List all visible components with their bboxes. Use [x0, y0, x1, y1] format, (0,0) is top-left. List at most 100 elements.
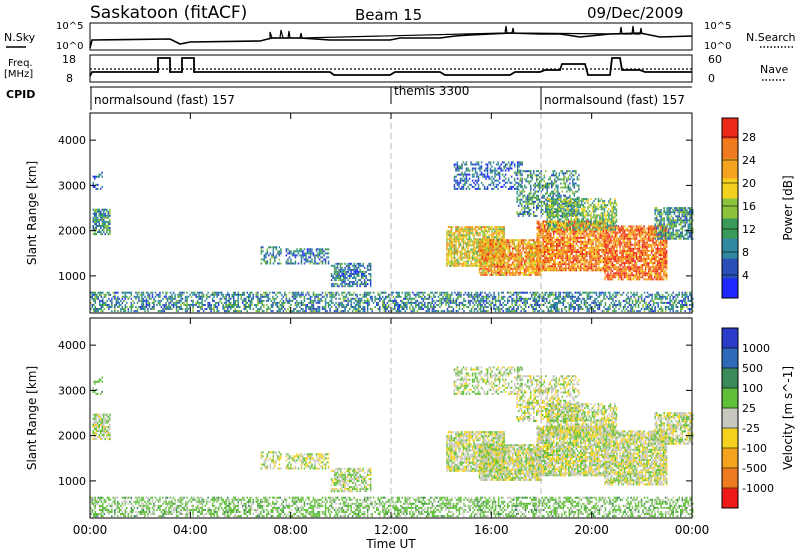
power-cell [462, 262, 465, 265]
power-cell [278, 254, 281, 257]
power-cell [522, 273, 524, 276]
power-cell [329, 293, 331, 296]
power-cell [109, 306, 112, 308]
power-cell [458, 256, 460, 259]
power-cell [533, 261, 535, 264]
power-cell [465, 244, 468, 247]
power-cell [529, 304, 531, 306]
power-cell [510, 239, 512, 242]
power-cell [544, 228, 546, 231]
power-cell [424, 306, 426, 308]
power-cell [418, 306, 420, 308]
power-cell [363, 273, 366, 275]
power-cell [120, 310, 122, 313]
power-cell [539, 257, 541, 260]
power-cell [406, 304, 408, 306]
power-cell [669, 310, 671, 313]
power-cell [216, 308, 218, 310]
power-cell [166, 299, 169, 302]
power-cell [493, 257, 496, 260]
power-cell [300, 254, 303, 257]
power-cell [394, 299, 396, 302]
power-cell [297, 291, 300, 294]
power-cell [610, 301, 613, 304]
power-cell [117, 310, 119, 313]
power-cell [534, 249, 536, 252]
power-cell [269, 252, 272, 255]
power-cell [593, 265, 596, 268]
power-cell [493, 308, 495, 310]
power-cell [525, 247, 527, 250]
power-cell [93, 308, 95, 310]
power-cell [109, 212, 111, 215]
power-cell [478, 301, 480, 304]
power-cell [471, 234, 474, 237]
power-cell [544, 297, 546, 300]
power-cell [97, 231, 99, 234]
power-cell [341, 281, 343, 284]
power-cell [630, 297, 632, 300]
power-cell [551, 244, 553, 247]
power-cell [404, 304, 406, 306]
power-cell [311, 252, 313, 255]
power-cell [523, 271, 526, 274]
power-cell [388, 304, 390, 306]
power-cell [542, 242, 544, 245]
power-cell [303, 252, 306, 255]
power-cell [112, 291, 115, 294]
power-cell [305, 252, 307, 255]
power-cell [547, 232, 549, 235]
power-cell [597, 306, 599, 308]
power-cell [291, 252, 294, 255]
power-cell [570, 304, 572, 306]
power-cell [115, 299, 118, 302]
power-cell [109, 210, 111, 213]
power-cell [456, 236, 459, 239]
power-cell [573, 295, 575, 298]
power-cell [551, 263, 553, 266]
power-cell [467, 242, 469, 245]
power-cell [551, 242, 553, 245]
power-cell [275, 304, 277, 306]
power-cell [580, 232, 582, 235]
power-cell [461, 240, 463, 243]
power-cell [568, 246, 570, 249]
power-cell [474, 252, 477, 255]
power-cell [309, 295, 312, 298]
power-cell [544, 291, 546, 294]
power-cell [489, 265, 491, 268]
power-cell [288, 310, 291, 313]
power-cell [166, 306, 169, 308]
power-cell [592, 263, 594, 266]
power-cell [490, 253, 493, 256]
power-cell [98, 231, 100, 234]
power-cell [97, 220, 99, 223]
power-cell [588, 310, 590, 313]
power-cell [452, 297, 455, 300]
power-cell [320, 248, 322, 251]
power-cell [530, 247, 532, 250]
power-cell [300, 258, 303, 261]
power-cell [198, 301, 200, 304]
power-cell [533, 267, 535, 270]
power-cell [339, 266, 342, 269]
power-cell [551, 259, 553, 262]
power-cell [480, 267, 482, 270]
power-cell [214, 304, 217, 306]
power-cell [407, 299, 410, 302]
power-cell [683, 306, 685, 308]
power-cell [412, 291, 414, 294]
power-cell [267, 299, 270, 302]
power-cell [538, 249, 540, 251]
power-cell [430, 301, 432, 304]
power-cell [474, 256, 477, 259]
power-cell [548, 267, 550, 270]
power-cell [324, 299, 327, 302]
power-cell [592, 251, 594, 253]
power-cell [678, 291, 680, 294]
power-cell [531, 261, 533, 264]
power-cell [482, 295, 485, 298]
power-cell [447, 232, 450, 235]
power-cell [336, 264, 339, 267]
power-cell [481, 249, 484, 252]
